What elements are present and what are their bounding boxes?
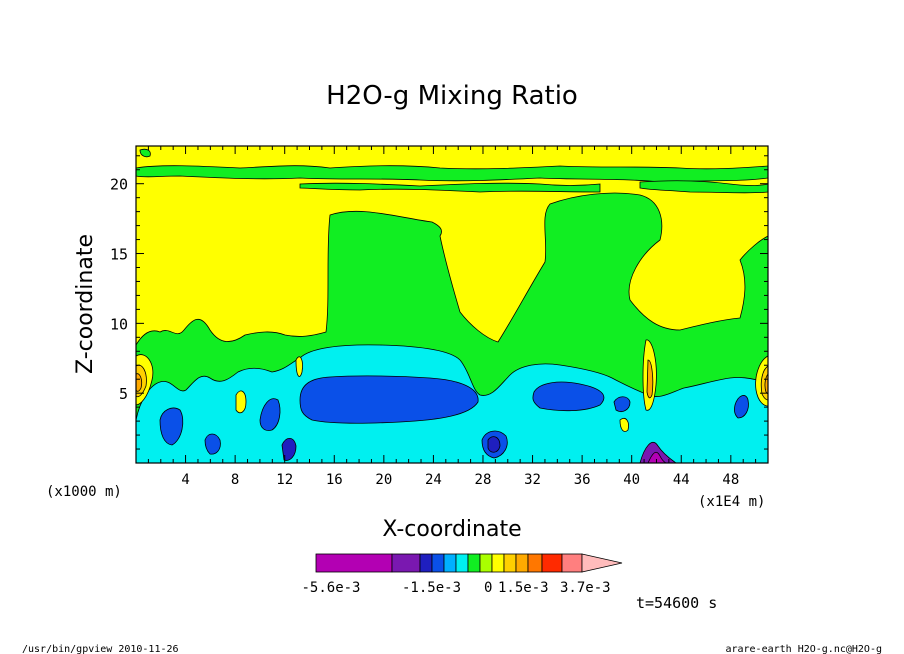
- x-axis: 4 8 12 16 20 24 28 32 36 40 44 48: [147, 146, 757, 488]
- x-tick-label: 36: [574, 472, 591, 488]
- colorbar-label: -5.6e-3: [301, 580, 360, 596]
- upper-green-bands: [136, 148, 768, 194]
- colorbar-label: 1.5e-3: [498, 580, 549, 596]
- x-tick-label: 28: [475, 472, 492, 488]
- x-unit-label: (x1000 m): [46, 484, 122, 500]
- colorbar-labels: -5.6e-3 -1.5e-3 0 1.5e-3 3.7e-3: [301, 580, 610, 596]
- colorbar-cell: [491, 553, 505, 573]
- y-tick-label: 10: [110, 315, 128, 333]
- footer-right: arare-earth_H2O-g.nc@H2O-g: [725, 644, 882, 654]
- colorbar-cell: [503, 553, 517, 573]
- colorbar-cell: [391, 553, 421, 573]
- y-tick-label: 5: [119, 385, 128, 403]
- y-tick-label: 20: [110, 176, 128, 194]
- colorbar-label: -1.5e-3: [402, 580, 461, 596]
- x-tick-label: 48: [722, 472, 739, 488]
- x-scale-label: (x1E4 m): [698, 494, 765, 510]
- colorbar-cell: [315, 553, 393, 573]
- x-tick-label: 32: [524, 472, 541, 488]
- colorbar-cell: [455, 553, 469, 573]
- colorbar-cell: [515, 553, 529, 573]
- colorbar-arrow: [581, 553, 623, 573]
- plot-frame: [135, 145, 769, 464]
- chart-title: H2O-g Mixing Ratio: [326, 81, 578, 111]
- x-tick-label: 20: [375, 472, 392, 488]
- y-tick-label: 15: [110, 246, 128, 264]
- colorbar-cell: [561, 553, 583, 573]
- x-tick-label: 16: [326, 472, 343, 488]
- x-tick-label: 8: [231, 472, 239, 488]
- colorbar-cell: [527, 553, 543, 573]
- footer-left: /usr/bin/gpview 2010-11-26: [22, 644, 179, 654]
- y-axis-label: Z-coordinate: [73, 234, 98, 374]
- dark-cores: [281, 436, 677, 463]
- x-tick-label: 12: [276, 472, 293, 488]
- x-tick-label: 40: [623, 472, 640, 488]
- x-tick-label: 24: [425, 472, 442, 488]
- colorbar-cell: [431, 553, 445, 573]
- warm-spots: [136, 339, 768, 432]
- time-label: t=54600 s: [636, 594, 717, 612]
- colorbar-cell: [419, 553, 433, 573]
- colorbar-cell: [479, 553, 493, 573]
- x-axis-label: X-coordinate: [382, 517, 521, 542]
- colorbar-label: 3.7e-3: [560, 580, 611, 596]
- blue-pockets: [159, 375, 749, 459]
- colorbar-cell: [467, 553, 481, 573]
- colorbar: [315, 553, 623, 573]
- colorbar-label: 0: [484, 580, 492, 596]
- colorbar-cell: [443, 553, 457, 573]
- x-tick-label: 4: [181, 472, 189, 488]
- plot-field: [136, 146, 768, 463]
- y-axis: 5 10 15 20: [110, 155, 768, 450]
- colorbar-cell: [541, 553, 563, 573]
- x-tick-label: 44: [673, 472, 690, 488]
